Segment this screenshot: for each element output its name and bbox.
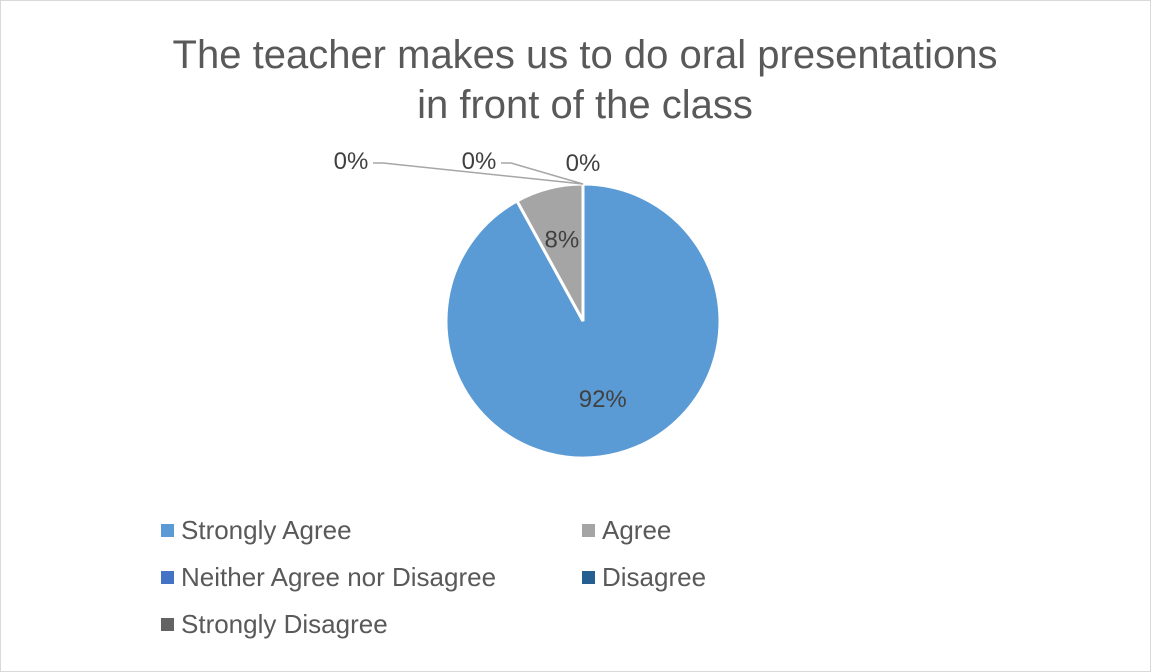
legend-label-agree: Agree [602, 515, 671, 545]
leader-lines [373, 162, 584, 185]
legend-label-strongly-agree: Strongly Agree [181, 515, 352, 545]
legend-label-strongly-disagree: Strongly Disagree [181, 609, 388, 639]
data-labels: 92% 8% 0% 0% 0% [334, 148, 627, 413]
data-label: 0% [566, 150, 601, 177]
data-label: 8% [545, 227, 580, 254]
legend-label-disagree: Disagree [602, 562, 706, 592]
data-label: 92% [579, 386, 627, 413]
pie-slice-strongly-agree [444, 182, 722, 460]
chart-title-line-1: The teacher makes us to do oral presenta… [173, 33, 998, 77]
leader-line [501, 162, 584, 185]
legend-swatch-strongly-disagree [161, 618, 174, 631]
legend-swatch-neither-agree-nor-disagree [161, 571, 174, 584]
legend-swatch-strongly-agree [161, 524, 174, 537]
pie-slices [444, 182, 722, 460]
legend: Strongly Agree Agree Neither Agree nor Dis… [161, 515, 706, 639]
data-label: 0% [462, 148, 497, 175]
legend-swatch-agree [582, 524, 595, 537]
chart-title-line-2: in front of the class [417, 83, 753, 127]
legend-swatch-disagree [582, 571, 595, 584]
legend-label-neither-agree-nor-disagree: Neither Agree nor Disagree [181, 562, 496, 592]
data-label: 0% [334, 148, 369, 175]
leader-line [373, 162, 584, 185]
